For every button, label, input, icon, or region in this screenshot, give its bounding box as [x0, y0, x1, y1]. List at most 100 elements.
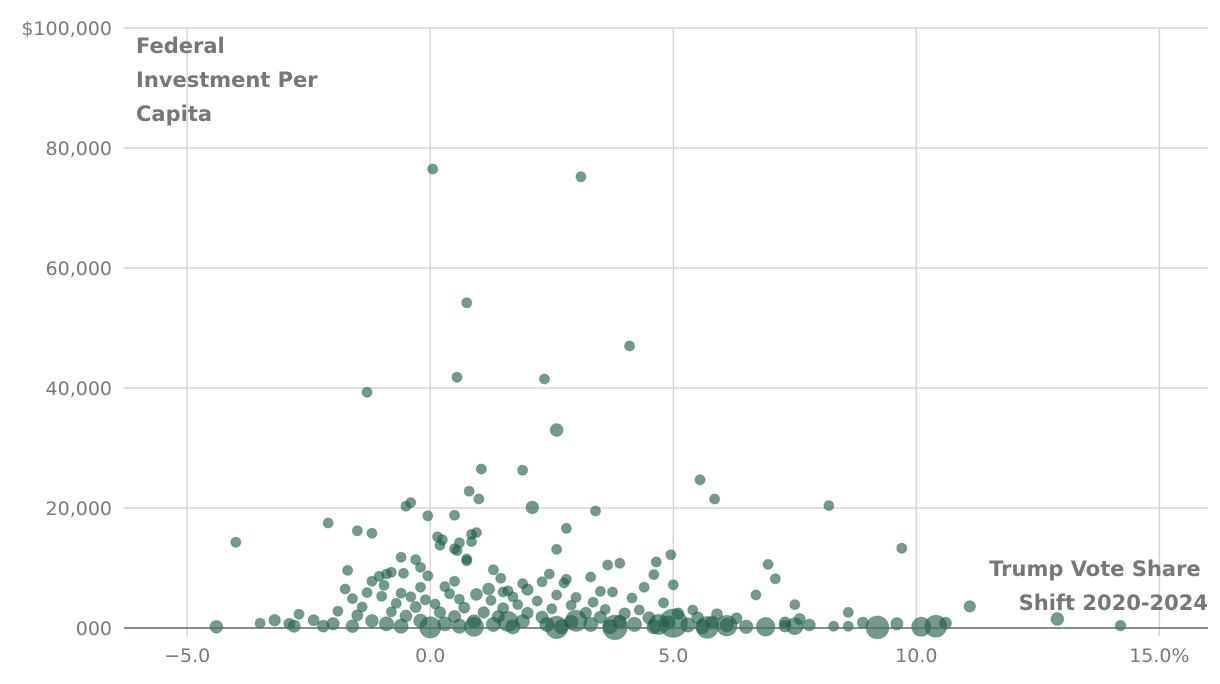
data-point — [485, 594, 497, 606]
data-point — [453, 593, 465, 605]
data-point — [590, 505, 602, 517]
data-point — [709, 493, 721, 505]
data-point — [890, 617, 904, 631]
data-point — [385, 606, 397, 618]
data-point — [395, 551, 407, 563]
data-point — [477, 606, 490, 619]
data-point — [1114, 619, 1127, 632]
data-point — [602, 559, 614, 571]
data-point — [473, 493, 485, 505]
data-point — [283, 617, 296, 630]
data-point — [593, 610, 607, 624]
data-point — [585, 571, 597, 583]
data-point — [599, 603, 611, 615]
data-point — [531, 595, 543, 607]
data-point — [551, 589, 563, 601]
data-point — [395, 587, 407, 599]
data-point — [399, 609, 413, 623]
data-point — [594, 585, 606, 597]
data-point — [366, 575, 378, 587]
data-point — [823, 500, 835, 512]
data-point — [1050, 612, 1065, 626]
data-point — [565, 599, 577, 611]
data-point — [409, 601, 422, 613]
data-point — [497, 602, 510, 615]
data-point — [521, 606, 534, 620]
data-point — [762, 558, 774, 570]
data-point — [546, 603, 558, 615]
data-point — [579, 606, 592, 620]
data-point — [730, 612, 743, 625]
data-point — [451, 371, 463, 383]
data-point — [911, 616, 932, 637]
data-point — [376, 590, 388, 602]
x-tick-labels: −5.0 0.0 5.0 10.0 15.0% — [164, 645, 1189, 667]
y-tick-label: 40,000 — [46, 378, 112, 400]
data-point — [254, 617, 266, 629]
data-point — [316, 619, 330, 633]
data-point — [694, 474, 706, 486]
data-point — [560, 522, 572, 534]
x-tick-label: 5.0 — [658, 645, 688, 667]
data-point — [691, 611, 705, 625]
data-point — [939, 616, 952, 630]
data-point — [963, 600, 977, 613]
data-point — [607, 586, 619, 598]
data-point — [543, 568, 555, 580]
data-point — [648, 569, 660, 581]
data-point — [564, 614, 579, 630]
data-point — [793, 613, 806, 625]
data-point — [470, 587, 483, 601]
y-axis-title-line: Federal — [136, 34, 225, 58]
x-axis-title-line: Shift 2020-2024 — [1019, 591, 1208, 615]
data-point — [896, 542, 908, 554]
data-point — [624, 340, 636, 352]
data-point — [433, 606, 447, 619]
data-point — [398, 567, 410, 579]
data-point — [449, 509, 461, 521]
data-point — [558, 577, 570, 589]
y-axis-title-line: Capita — [136, 102, 212, 126]
data-point — [549, 423, 564, 437]
data-point — [778, 616, 792, 629]
data-point — [665, 549, 677, 561]
data-point — [429, 598, 441, 610]
data-point — [842, 620, 854, 632]
data-point — [614, 557, 626, 569]
data-point — [439, 581, 451, 593]
data-point — [400, 500, 412, 512]
data-point — [750, 589, 762, 601]
data-point — [538, 373, 550, 385]
y-axis-title: Federal Investment Per Capita — [136, 34, 325, 126]
data-point — [633, 604, 645, 616]
data-point — [618, 607, 631, 620]
data-point — [361, 386, 373, 398]
x-tick-label: 10.0 — [895, 645, 937, 667]
data-point — [642, 611, 656, 625]
data-point — [410, 554, 422, 566]
y-axis-title-line: Investment Per — [136, 68, 318, 92]
data-point — [461, 555, 473, 567]
y-tick-label: 000 — [76, 618, 112, 640]
data-point — [342, 564, 354, 576]
data-point — [405, 591, 417, 603]
data-point — [495, 572, 507, 584]
data-point — [650, 556, 662, 568]
data-point — [687, 604, 699, 616]
data-point — [661, 615, 676, 630]
data-point — [230, 536, 242, 548]
data-point — [434, 539, 446, 551]
data-point — [828, 620, 840, 632]
data-point — [482, 582, 495, 596]
data-point — [466, 614, 482, 629]
y-tick-label: 20,000 — [46, 498, 112, 520]
data-point — [419, 594, 431, 606]
data-point — [626, 616, 642, 632]
y-tick-labels: 000 20,000 40,000 60,000 80,000 $100,000 — [21, 18, 112, 640]
data-point — [339, 583, 351, 595]
data-point — [535, 610, 549, 624]
data-point — [307, 614, 320, 627]
data-point — [551, 543, 563, 555]
data-point — [475, 463, 487, 475]
x-tick-label: 15.0% — [1129, 645, 1189, 667]
